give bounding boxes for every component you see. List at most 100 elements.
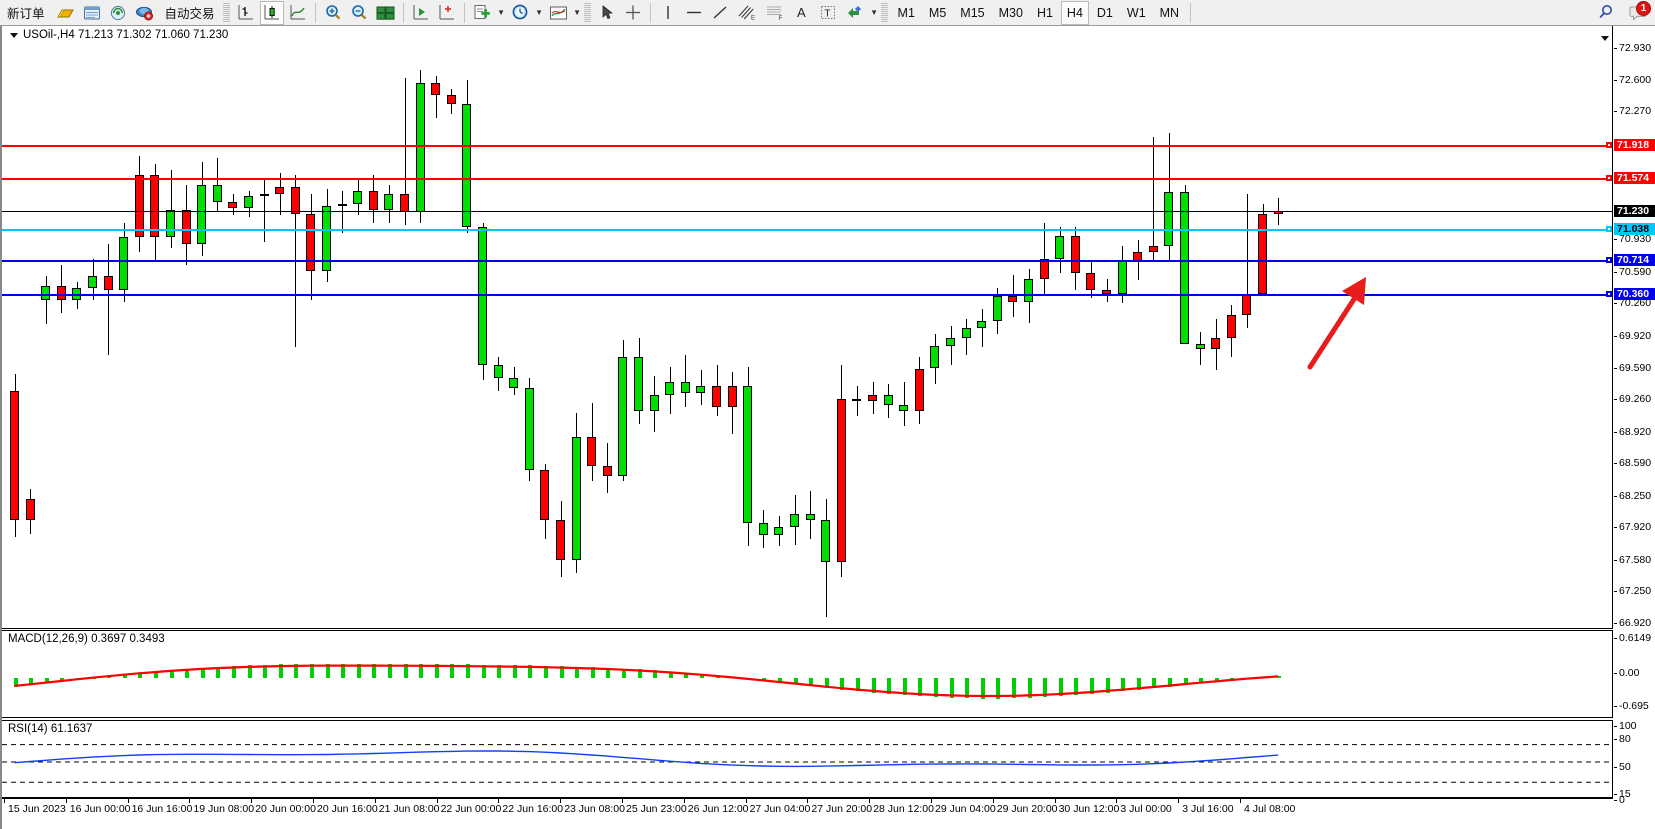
candle-wick	[435, 75, 437, 118]
price-line-support[interactable]	[2, 293, 1612, 296]
fibonacci-icon[interactable]: F	[762, 1, 788, 25]
price-line-support[interactable]	[2, 260, 1612, 262]
candle-wick	[217, 158, 219, 212]
zoom-in-icon[interactable]	[321, 1, 345, 25]
horizontal-line-icon[interactable]	[682, 1, 706, 25]
macd-histogram-bar	[138, 672, 143, 678]
expert-advisor-icon[interactable]	[132, 1, 157, 25]
price-badge-support[interactable]: 70.714	[1614, 254, 1655, 266]
timeframe-m1-button[interactable]: M1	[892, 1, 921, 25]
candle-body	[649, 395, 659, 411]
macd-histogram-bar	[1183, 678, 1188, 685]
tile-windows-icon[interactable]	[373, 1, 398, 25]
candle-body	[462, 104, 472, 227]
candle-body	[1148, 246, 1158, 252]
price-line-handle[interactable]	[1606, 290, 1612, 297]
candle-body	[25, 498, 35, 520]
timeframe-label: M30	[998, 5, 1023, 20]
auto-trading-button[interactable]: 自动交易	[159, 1, 221, 25]
candle-body	[540, 469, 550, 520]
signals-icon[interactable]	[106, 1, 130, 25]
macd-histogram-bar	[60, 678, 65, 682]
rsi-pane[interactable]: RSI(14) 61.1637	[2, 720, 1613, 798]
candle-body	[665, 381, 675, 396]
timeframe-m5-button[interactable]: M5	[923, 1, 952, 25]
price-pane[interactable]: USOil-,H4 71.213 71.302 71.060 71.230	[2, 26, 1613, 629]
timeframe-h4-button[interactable]: H4	[1060, 0, 1089, 25]
chart-window[interactable]: USOil-,H4 71.213 71.302 71.060 71.230 MA…	[0, 26, 1655, 829]
gold-bar-icon[interactable]	[53, 1, 78, 25]
cursor-icon[interactable]	[595, 1, 619, 25]
time-axis-tick: 15 Jun 2023	[4, 799, 66, 815]
crosshair-icon[interactable]	[621, 1, 645, 25]
price-line-last-price[interactable]	[2, 210, 1612, 212]
macd-pane[interactable]: MACD(12,26,9) 0.3697 0.3493	[2, 630, 1613, 718]
price-badge-last-price[interactable]: 71.230	[1614, 204, 1655, 217]
price-badge-support[interactable]: 70.360	[1614, 287, 1655, 300]
price-line-resistance[interactable]	[2, 177, 1612, 180]
time-axis-tick: 29 Jun 20:00	[992, 799, 1058, 815]
toolbar-grip-3[interactable]	[880, 2, 888, 23]
search-icon[interactable]	[1594, 1, 1618, 25]
price-line-bid[interactable]	[2, 229, 1612, 231]
add-indicator-dropdown-icon[interactable]: ▼	[497, 8, 505, 17]
macd-histogram-bar	[777, 678, 782, 683]
timeframe-h1-button[interactable]: H1	[1031, 1, 1059, 25]
time-axis-tick: 16 Jun 00:00	[65, 799, 131, 815]
timeframe-d1-button[interactable]: D1	[1091, 1, 1119, 25]
candle-body	[353, 190, 363, 204]
shapes-arrows-icon[interactable]	[842, 1, 868, 25]
text-label-icon[interactable]: A	[790, 1, 814, 25]
candle-body	[446, 94, 456, 105]
text-box-icon[interactable]: T	[816, 1, 840, 25]
line-chart-icon[interactable]	[286, 1, 310, 25]
new-order-button[interactable]: 新订单	[1, 1, 51, 25]
price-line-handle[interactable]	[1606, 257, 1612, 263]
price-badge-bid[interactable]: 71.038	[1614, 223, 1655, 235]
templates-icon[interactable]	[546, 1, 571, 25]
timeframe-w1-button[interactable]: W1	[1121, 1, 1152, 25]
period-dropdown-icon[interactable]: ▼	[535, 8, 543, 17]
templates-dropdown-icon[interactable]: ▼	[573, 8, 581, 17]
period-clock-icon[interactable]	[508, 1, 533, 25]
candle-body	[493, 364, 503, 379]
bar-chart-icon[interactable]	[234, 1, 258, 25]
auto-scroll-icon[interactable]	[409, 1, 433, 25]
candle-body	[852, 399, 862, 402]
timeframe-m30-button[interactable]: M30	[993, 1, 1029, 25]
market-watch-icon[interactable]	[80, 1, 104, 25]
candle-body	[10, 390, 19, 520]
chart-collapse-caret-icon[interactable]	[1601, 28, 1609, 46]
time-axis[interactable]: 15 Jun 2023 16 Jun 00:00 16 Jun 16:00 19 Ju…	[2, 798, 1613, 829]
macd-histogram-bar	[372, 663, 377, 678]
timeframe-label: D1	[1096, 5, 1113, 20]
add-indicator-icon[interactable]	[470, 1, 495, 25]
price-line-handle[interactable]	[1606, 226, 1612, 232]
macd-histogram-bar	[465, 664, 470, 678]
timeframe-mn-button[interactable]: MN	[1154, 1, 1185, 25]
zoom-out-icon[interactable]	[347, 1, 371, 25]
candle-body	[1195, 343, 1205, 350]
candlestick-chart-icon[interactable]	[259, 0, 284, 25]
price-line-resistance[interactable]	[2, 144, 1612, 147]
price-badge-resistance[interactable]: 71.574	[1614, 171, 1655, 184]
chart-menu-caret-icon[interactable]	[10, 32, 18, 38]
time-axis-tick: 30 Jun 12:00	[1054, 799, 1120, 815]
price-line-handle[interactable]	[1606, 141, 1612, 148]
price-badge-resistance[interactable]: 71.918	[1614, 138, 1655, 151]
bullish-arrow-annotation[interactable]	[1292, 271, 1382, 371]
toolbar-grip[interactable]	[222, 2, 230, 23]
shapes-dropdown-icon[interactable]: ▼	[870, 8, 878, 17]
macd-histogram-bar	[1136, 678, 1141, 690]
timeframe-m15-button[interactable]: M15	[954, 1, 990, 25]
toolbar-grip-2[interactable]	[583, 2, 591, 23]
trendline-icon[interactable]	[708, 1, 732, 25]
candle-body	[930, 345, 940, 369]
price-line-handle[interactable]	[1606, 174, 1612, 181]
chart-shift-icon[interactable]	[435, 1, 459, 25]
notifications-button[interactable]: 1	[1627, 0, 1651, 24]
price-axis[interactable]: 72.930 72.600 72.270 70.930 70.590 70.260 69.9…	[1614, 26, 1655, 829]
vertical-line-icon[interactable]	[656, 1, 680, 25]
equidistant-channel-icon[interactable]: E	[734, 1, 760, 25]
macd-histogram-bar	[1121, 678, 1126, 692]
